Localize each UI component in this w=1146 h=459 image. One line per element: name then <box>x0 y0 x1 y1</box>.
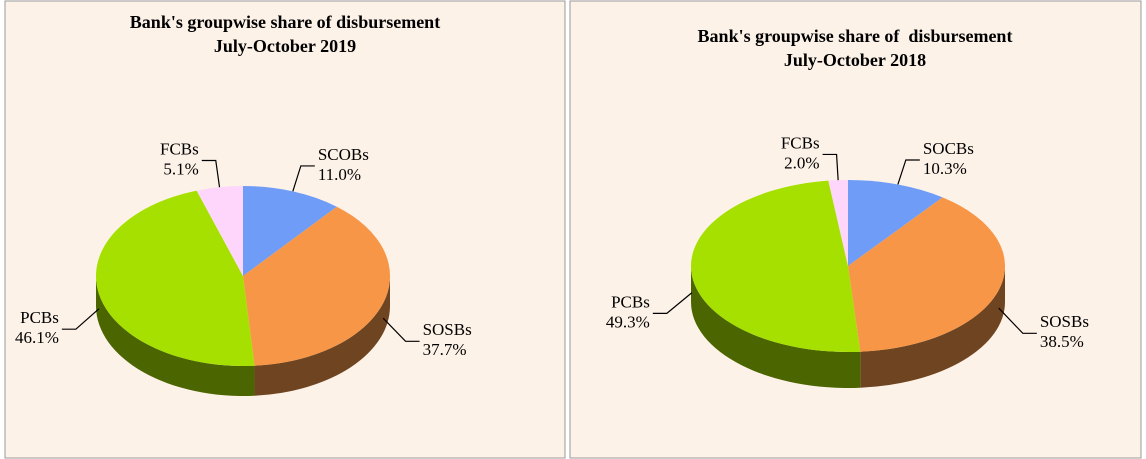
slice <box>196 186 243 276</box>
slice-side <box>691 266 861 388</box>
slice-label: FCBs <box>781 133 820 152</box>
slice <box>243 206 391 366</box>
leader-line <box>61 308 100 330</box>
slice <box>95 190 255 367</box>
leader-line <box>382 317 420 342</box>
value-label: 10.3% <box>923 159 967 178</box>
slice <box>243 186 337 276</box>
leader-line <box>998 307 1037 334</box>
value-label: 5.1% <box>163 159 198 178</box>
chart-title: Bank's groupwise share of disbursement <box>130 12 440 32</box>
slice-side <box>860 266 1005 388</box>
leader-line <box>201 159 221 188</box>
slice <box>848 197 1005 352</box>
leader-line <box>897 159 920 185</box>
chart-title: Bank's groupwise share of disbursement <box>698 26 1013 46</box>
slice-label: SCOBs <box>318 145 369 164</box>
slice <box>828 180 848 266</box>
slice-label: PCBs <box>611 292 650 311</box>
value-label: 11.0% <box>318 165 361 184</box>
slice-label: FCBs <box>160 139 199 158</box>
slice-label: SOSBs <box>1040 312 1089 331</box>
chart-subtitle: July-October 2018 <box>784 50 926 70</box>
slice-label: SOCBs <box>923 139 974 158</box>
value-label: 49.3% <box>606 312 650 331</box>
chart-subtitle: July-October 2019 <box>214 36 356 56</box>
value-label: 46.1% <box>15 328 59 347</box>
leader-line <box>292 165 315 192</box>
leader-line <box>652 292 693 314</box>
slice-side <box>96 276 255 397</box>
value-label: 38.5% <box>1040 332 1084 351</box>
slice <box>848 180 943 266</box>
slice-label: SOSBs <box>423 320 472 339</box>
slice <box>690 180 861 352</box>
value-label: 2.0% <box>784 153 819 172</box>
slice-side <box>254 276 390 396</box>
value-label: 37.7% <box>423 340 467 359</box>
slice-label: PCBs <box>20 308 59 327</box>
leader-line <box>822 153 839 181</box>
